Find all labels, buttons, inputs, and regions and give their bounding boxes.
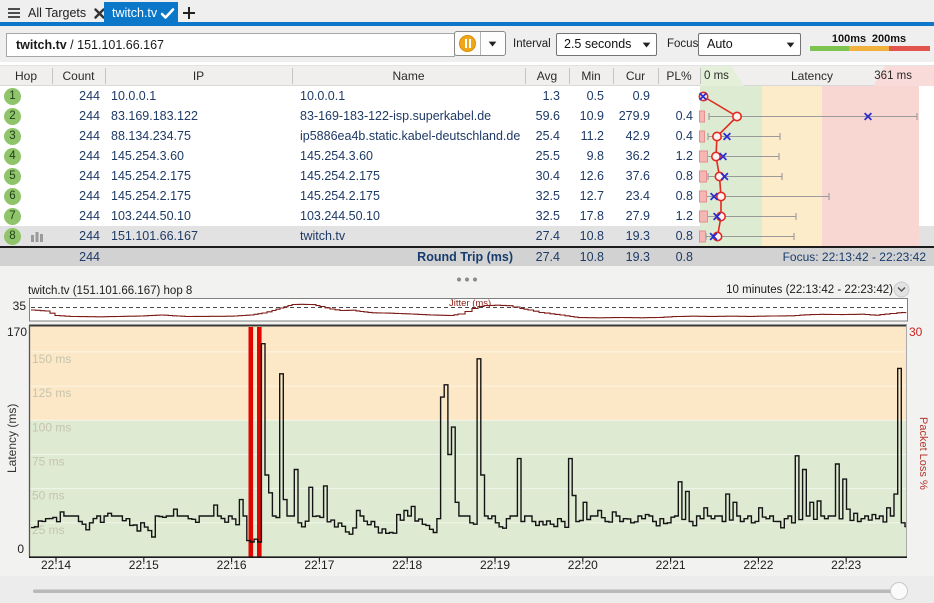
- svg-text:22:14: 22:14: [41, 558, 71, 572]
- svg-text:22:21: 22:21: [656, 558, 686, 572]
- svg-text:Latency (ms): Latency (ms): [5, 404, 19, 473]
- svg-text:22:19: 22:19: [480, 558, 510, 572]
- svg-text:35: 35: [13, 299, 27, 313]
- svg-text:22:18: 22:18: [392, 558, 422, 572]
- svg-text:22:20: 22:20: [568, 558, 598, 572]
- svg-text:22:22: 22:22: [743, 558, 773, 572]
- svg-text:125 ms: 125 ms: [32, 386, 71, 400]
- svg-text:25 ms: 25 ms: [32, 523, 65, 537]
- svg-text:Packet Loss %: Packet Loss %: [917, 417, 929, 490]
- svg-text:22:16: 22:16: [217, 558, 247, 572]
- svg-text:10 minutes (22:13:42 - 22:23:4: 10 minutes (22:13:42 - 22:23:42): [726, 284, 893, 296]
- svg-text:22:15: 22:15: [129, 558, 159, 572]
- svg-text:75 ms: 75 ms: [32, 455, 65, 469]
- svg-text:170: 170: [7, 325, 27, 339]
- svg-text:100 ms: 100 ms: [32, 420, 71, 434]
- svg-text:150 ms: 150 ms: [32, 352, 71, 366]
- svg-text:22:23: 22:23: [831, 558, 861, 572]
- svg-text:50 ms: 50 ms: [32, 489, 65, 503]
- svg-text:22:17: 22:17: [304, 558, 334, 572]
- svg-text:30: 30: [909, 325, 923, 339]
- svg-text:Jitter (ms): Jitter (ms): [449, 298, 491, 309]
- svg-text:twitch.tv (151.101.66.167) hop: twitch.tv (151.101.66.167) hop 8: [28, 285, 192, 297]
- svg-text:0: 0: [17, 542, 24, 556]
